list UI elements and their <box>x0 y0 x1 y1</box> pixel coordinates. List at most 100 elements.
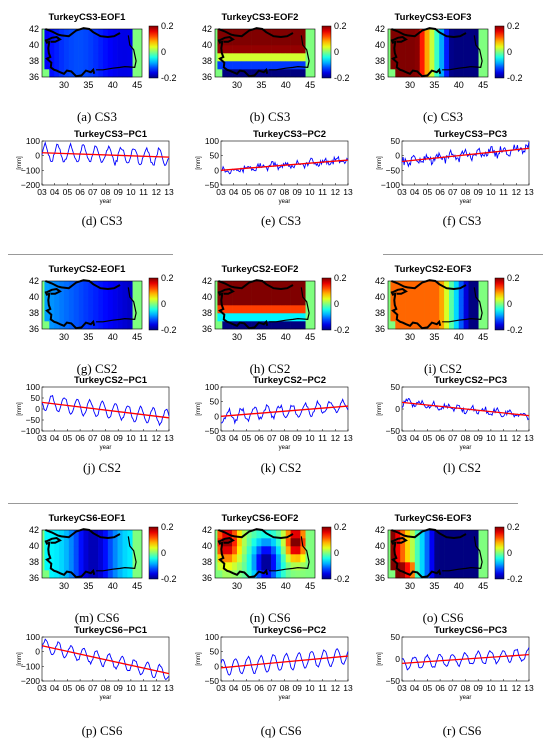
map-cell <box>424 61 430 70</box>
map-cell <box>98 45 104 54</box>
map-cell <box>112 562 118 571</box>
map-cell <box>463 313 469 322</box>
pc-timeseries-panel: TurkeyCS3−PC3 50 0 −50 −100 03 04 05 06 07 08 09 10 1… <box>374 128 539 213</box>
map-cell <box>434 297 440 306</box>
map-cell <box>217 45 223 54</box>
map-cell <box>102 61 109 70</box>
map-cell <box>217 562 223 571</box>
map-cell <box>78 313 84 322</box>
map-cell <box>453 45 460 54</box>
map-cell <box>439 305 445 314</box>
map-cell <box>112 313 118 322</box>
trend-line <box>41 645 170 675</box>
x-tick-label: 08 <box>101 683 111 693</box>
x-tick-label: 10 <box>486 683 496 693</box>
map-cell <box>83 321 89 330</box>
map-cell <box>49 45 55 54</box>
map-cell <box>256 289 262 298</box>
figure-caption: (c) CS3 <box>422 109 464 124</box>
coastline <box>442 536 483 572</box>
map-cell <box>280 297 287 306</box>
map-cell <box>429 281 435 290</box>
map-cell <box>236 45 243 54</box>
map-cell <box>414 37 421 46</box>
map-cell <box>290 37 296 46</box>
map-cell <box>127 546 133 555</box>
x-tick-label: 07 <box>88 187 98 197</box>
map-cell <box>73 562 79 571</box>
map-cell <box>405 546 411 555</box>
map-cell <box>102 297 109 306</box>
map-y-tick: 38 <box>202 56 212 66</box>
map-cell <box>54 554 60 563</box>
coastline <box>391 279 467 291</box>
map-cell <box>448 305 455 314</box>
map-cell <box>236 305 243 314</box>
map-cell <box>63 538 70 547</box>
eof-map-panel: TurkeyCS6-EOF2 42 40 38 36 30 35 40 45 0.2 0 -0.2 <box>195 509 365 614</box>
coastline <box>44 539 96 579</box>
map-cell <box>473 289 479 298</box>
map-cell <box>468 69 474 78</box>
map-cell <box>473 45 479 54</box>
map-cell <box>448 29 455 38</box>
map-title: TurkeyCS3-EOF2 <box>222 12 299 23</box>
map-x-tick: 40 <box>454 581 464 591</box>
map-cell <box>112 281 118 290</box>
x-axis-label: year <box>279 695 291 701</box>
y-tick-label: 100 <box>205 382 219 392</box>
map-cell <box>246 29 252 38</box>
map-cell <box>458 313 464 322</box>
eof-map: TurkeyCS6-EOF3 42 40 38 36 30 35 40 45 0.2 0 -0.2 <box>375 513 523 591</box>
map-cell <box>453 281 460 290</box>
map-cell <box>429 562 435 571</box>
eof-map-panel: TurkeyCS3-EOF3 42 40 38 36 30 35 40 45 0.2 0 -0.2 <box>368 8 538 113</box>
map-cell <box>434 305 440 314</box>
figure-caption: (q) CS6 <box>260 723 302 738</box>
map-cell <box>400 305 406 314</box>
map-cell <box>256 61 262 70</box>
map-cell <box>271 281 277 290</box>
map-cell <box>107 289 114 298</box>
map-cell <box>222 297 228 306</box>
map-cell <box>434 53 440 62</box>
map-cell <box>390 530 396 539</box>
map-cell <box>78 69 84 78</box>
map-cell <box>246 554 252 563</box>
map-cell <box>266 45 272 54</box>
x-tick-label: 05 <box>242 683 252 693</box>
map-cell <box>98 546 104 555</box>
x-axis-label: year <box>100 199 112 205</box>
colorbar <box>148 25 159 79</box>
x-tick-label: 07 <box>88 683 98 693</box>
map-cell <box>275 61 282 70</box>
figure-caption: (f) CS3 <box>442 213 482 228</box>
map-cell <box>434 289 440 298</box>
map-y-tick: 38 <box>29 308 39 318</box>
map-cell <box>395 29 401 38</box>
map-cell <box>285 61 291 70</box>
map-cell <box>107 538 114 547</box>
map-cell <box>251 321 257 330</box>
x-tick-label: 11 <box>318 433 327 443</box>
map-cell <box>271 37 277 46</box>
pc-series-line <box>401 142 530 168</box>
map-cell <box>251 305 257 314</box>
x-tick-label: 07 <box>448 187 458 197</box>
map-cell <box>93 289 99 298</box>
map-cell <box>261 297 267 306</box>
map-y-tick: 36 <box>202 72 212 82</box>
trend-line <box>220 159 349 171</box>
map-cell <box>458 37 464 46</box>
map-cell <box>102 37 109 46</box>
map-cell <box>59 61 65 70</box>
map-cell <box>444 538 450 547</box>
x-tick-label: 09 <box>292 433 302 443</box>
map-cell <box>63 281 70 290</box>
map-cell <box>102 321 109 330</box>
map-cell <box>117 570 123 579</box>
map-cell <box>285 289 291 298</box>
map-cell <box>409 313 416 322</box>
coastline <box>45 279 121 291</box>
map-cell <box>63 554 70 563</box>
